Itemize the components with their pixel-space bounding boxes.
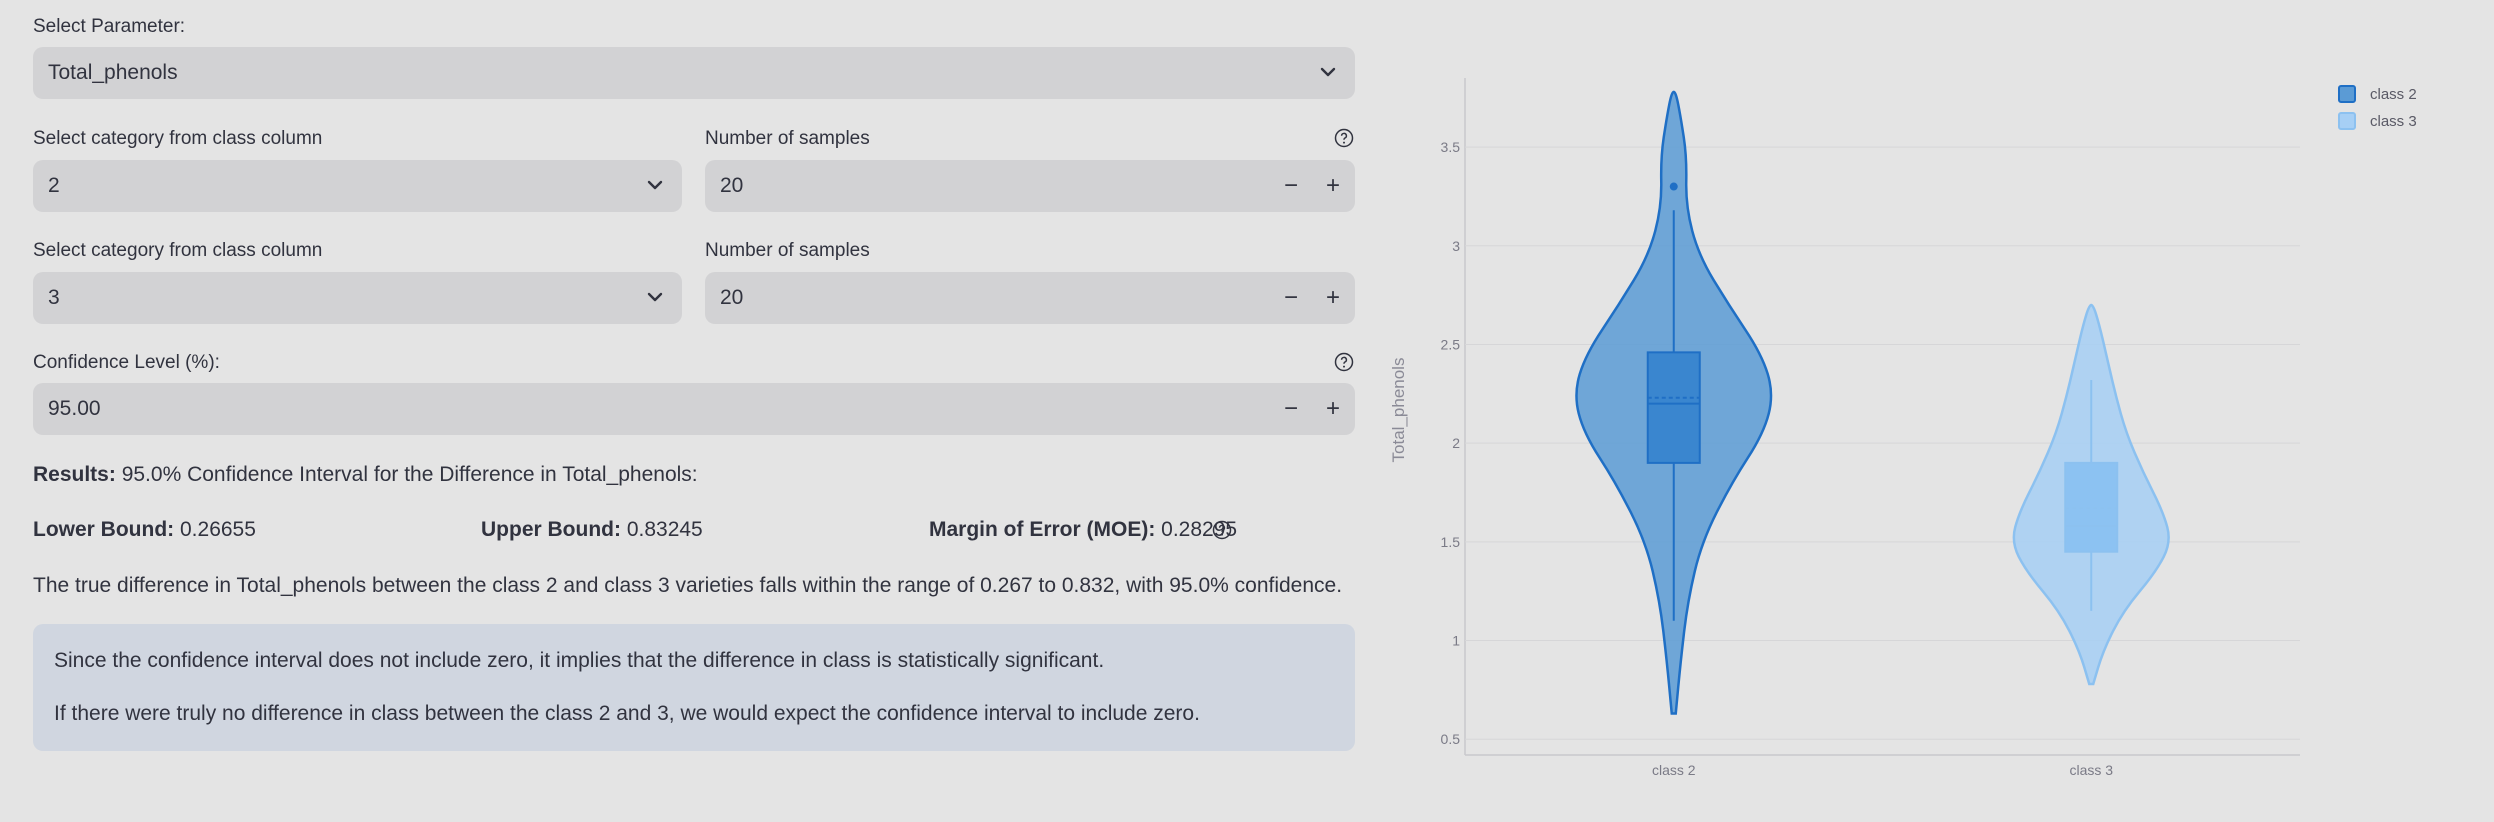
info-box: Since the confidence interval does not i…	[33, 624, 1355, 751]
samples1-input[interactable]: 20 − +	[705, 160, 1355, 212]
grid-lines	[1464, 78, 2300, 756]
lower-bound: Lower Bound: 0.26655	[33, 518, 256, 542]
y-tick-label: 3	[1452, 238, 1460, 254]
parameter-select[interactable]: Total_phenols	[33, 47, 1355, 99]
minus-icon[interactable]: −	[1283, 172, 1298, 199]
samples2-label: Number of samples	[705, 240, 870, 261]
legend-label: class 2	[2370, 86, 2417, 103]
x-tick-label: class 2	[1652, 762, 1696, 778]
category2-label: Select category from class column	[33, 240, 323, 261]
samples1-input-value: 20	[720, 174, 744, 197]
info-line-1: Since the confidence interval does not i…	[54, 649, 1105, 672]
category1-select[interactable]: 2	[33, 160, 682, 212]
plot-area	[1575, 90, 2170, 715]
plus-icon[interactable]: +	[1325, 172, 1340, 199]
y-tick-label: 2.5	[1441, 336, 1461, 352]
upper-bound-value: 0.83245	[626, 518, 703, 541]
legend-swatch	[2338, 85, 2356, 103]
help-icon[interactable]	[1212, 520, 1232, 540]
y-axis-label: Total_phenols	[1389, 358, 1408, 463]
moe-label: Margin of Error (MOE):	[929, 518, 1156, 541]
violin-chart: 0.5 1 1.5 2 2.5 3 3.5 class 2 class 3 Total_phe…	[1389, 78, 2417, 778]
category2-select[interactable]: 3	[33, 272, 682, 324]
samples2-input-value: 20	[720, 286, 744, 309]
confidence-input-value: 95.00	[48, 397, 101, 420]
y-tick-label: 0.5	[1441, 731, 1461, 747]
info-line-2: If there were truly no difference in cla…	[54, 702, 1200, 725]
outlier-point	[1669, 182, 1678, 191]
y-tick-label: 1.5	[1441, 534, 1461, 550]
category2-select-value: 3	[48, 286, 60, 309]
parameter-label: Select Parameter:	[33, 16, 186, 37]
chevron-down-icon	[1320, 67, 1336, 77]
y-tick-label: 2	[1452, 435, 1460, 451]
lower-bound-value: 0.26655	[180, 518, 256, 541]
help-icon[interactable]	[1334, 128, 1354, 148]
chevron-down-icon	[647, 180, 663, 190]
chevron-down-icon	[647, 292, 663, 302]
plus-icon[interactable]: +	[1325, 284, 1340, 311]
y-tick-label: 3.5	[1441, 139, 1461, 155]
upper-bound: Upper Bound: 0.83245	[481, 518, 703, 542]
category1-label: Select category from class column	[33, 128, 323, 149]
samples2-input[interactable]: 20 − +	[705, 272, 1355, 324]
results-summary: The true difference in Total_phenols bet…	[33, 574, 1343, 597]
box	[1646, 351, 1701, 464]
margin-of-error: Margin of Error (MOE): 0.28295	[929, 518, 1237, 542]
category1-select-value: 2	[48, 174, 60, 197]
legend-swatch	[2338, 112, 2356, 130]
plus-icon[interactable]: +	[1325, 395, 1340, 422]
confidence-input[interactable]: 95.00 − +	[33, 383, 1355, 435]
samples1-label: Number of samples	[705, 128, 870, 149]
help-icon[interactable]	[1334, 352, 1354, 372]
confidence-label: Confidence Level (%):	[33, 352, 220, 373]
legend-label: class 3	[2370, 113, 2417, 130]
results-heading-label: Results:	[33, 463, 116, 486]
lower-bound-label: Lower Bound:	[33, 518, 175, 541]
moe-value: 0.28295	[1161, 518, 1238, 541]
upper-bound-label: Upper Bound:	[481, 518, 621, 541]
legend: class 2 class 3	[2338, 85, 2417, 130]
results-heading: Results: 95.0% Confidence Interval for t…	[33, 463, 698, 487]
results-heading-text: 95.0% Confidence Interval for the Differ…	[121, 463, 698, 486]
minus-icon[interactable]: −	[1283, 395, 1298, 422]
minus-icon[interactable]: −	[1283, 284, 1298, 311]
y-axis-ticks: 0.5 1 1.5 2 2.5 3 3.5	[1441, 139, 1461, 747]
x-axis-ticks: class 2 class 3	[1652, 762, 2113, 778]
y-tick-label: 1	[1452, 633, 1460, 649]
x-tick-label: class 3	[2069, 762, 2113, 778]
parameter-select-value: Total_phenols	[48, 61, 178, 84]
